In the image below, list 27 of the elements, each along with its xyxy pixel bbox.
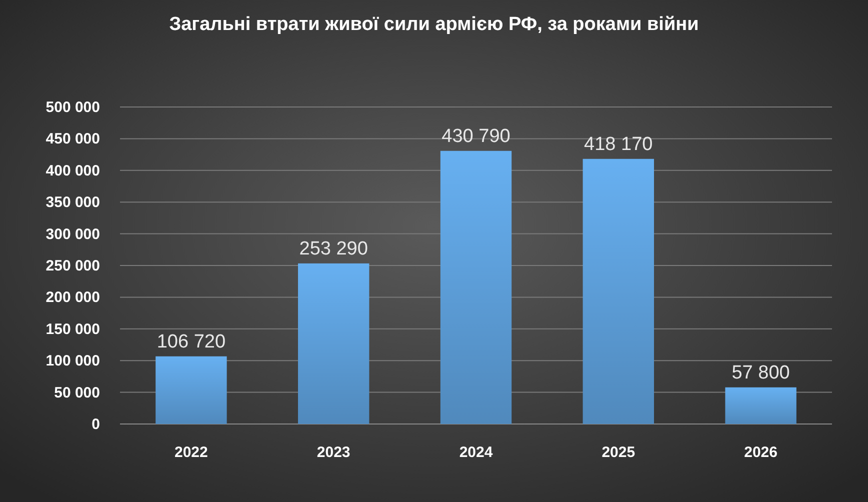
y-tick-label: 0 xyxy=(92,416,100,433)
y-tick-label: 50 000 xyxy=(54,384,100,402)
data-label: 430 790 xyxy=(442,126,510,147)
y-tick-label: 250 000 xyxy=(46,258,100,274)
y-tick-label: 300 000 xyxy=(46,226,100,243)
y-tick-label: 350 000 xyxy=(46,194,100,212)
data-label: 253 290 xyxy=(299,238,368,260)
data-label: 418 170 xyxy=(584,134,653,155)
x-tick-label: 2023 xyxy=(316,444,350,461)
x-tick-label: 2024 xyxy=(459,444,494,461)
chart-title: Загальні втрати живої сили армією РФ, за роками війни xyxy=(169,14,699,35)
x-tick-label: 2025 xyxy=(602,444,636,461)
bar xyxy=(582,158,654,424)
data-label: 57 800 xyxy=(732,362,790,384)
x-tick-label: 2022 xyxy=(174,444,208,461)
bar xyxy=(725,387,796,424)
y-tick-label: 100 000 xyxy=(46,352,100,370)
y-tick-label: 200 000 xyxy=(46,289,100,306)
bar xyxy=(440,150,512,424)
data-label: 106 720 xyxy=(156,331,226,352)
x-tick-label: 2026 xyxy=(744,444,778,461)
y-tick-label: 450 000 xyxy=(46,130,100,148)
bar xyxy=(156,356,227,424)
y-tick-label: 150 000 xyxy=(46,320,100,338)
y-tick-label: 400 000 xyxy=(46,162,100,180)
bar xyxy=(298,263,370,424)
y-tick-label: 500 000 xyxy=(46,99,100,116)
